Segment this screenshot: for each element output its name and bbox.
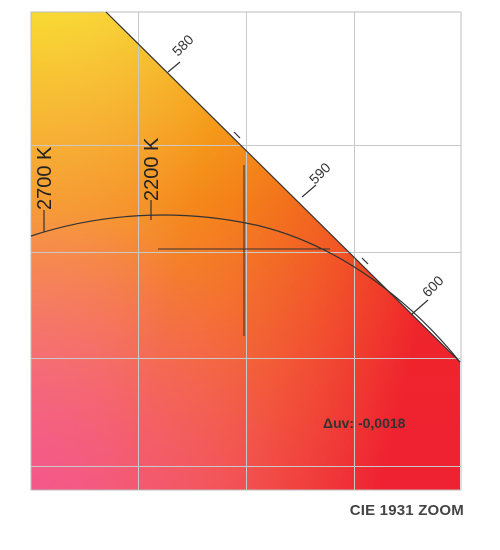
isotherm-label-2700: 2700 K xyxy=(34,146,56,210)
spectral-tick-595 xyxy=(361,257,369,265)
grid xyxy=(31,12,461,490)
duv-readout: Δuv: -0,0018 xyxy=(323,415,406,431)
isotherm-2700: 2700 K xyxy=(34,146,56,232)
spectral-tick-585 xyxy=(233,131,241,139)
isotherm-label-2200: 2200 K xyxy=(141,137,163,201)
planckian-locus xyxy=(30,214,461,363)
spectral-label-580: 580 xyxy=(169,31,197,59)
spectral-tick-590: 590 xyxy=(301,159,334,198)
plot-frame xyxy=(30,11,462,491)
isotherm-2200: 2200 K xyxy=(141,137,163,220)
chart-title: CIE 1931 ZOOM xyxy=(349,502,464,519)
spectral-tick-600: 600 xyxy=(411,272,447,315)
spectral-tick-580: 580 xyxy=(167,31,197,73)
spectral-label-590: 590 xyxy=(306,159,334,187)
spectral-locus xyxy=(105,11,461,363)
spectral-label-600: 600 xyxy=(419,272,447,300)
measurement-crosshair xyxy=(158,165,330,336)
